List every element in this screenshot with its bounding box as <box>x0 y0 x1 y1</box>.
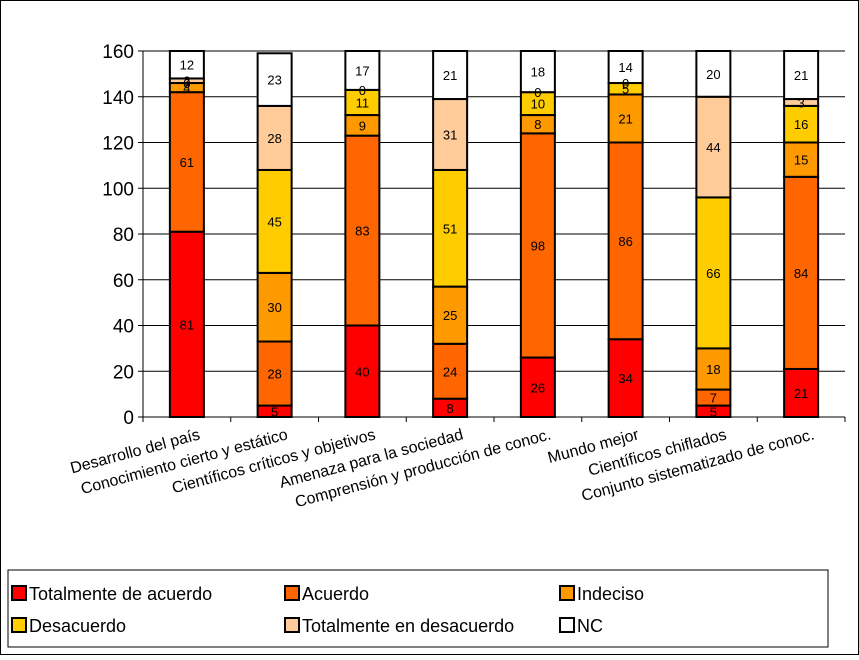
data-label: 15 <box>794 153 808 168</box>
data-label: 0 <box>534 85 541 100</box>
data-label: 8 <box>534 117 541 132</box>
data-label: 40 <box>355 364 369 379</box>
legend-label: Acuerdo <box>302 584 369 604</box>
data-label: 24 <box>443 364 457 379</box>
y-tick-label: 120 <box>102 134 134 155</box>
data-label: 18 <box>706 362 720 377</box>
bar-segment <box>168 230 205 418</box>
data-label: 44 <box>706 140 720 155</box>
data-label: 2 <box>183 74 190 89</box>
legend-label: NC <box>577 616 603 636</box>
bar-segment <box>168 50 205 80</box>
bar-segment <box>783 50 820 101</box>
y-tick-label: 40 <box>113 317 134 338</box>
y-tick-label: 100 <box>102 179 134 200</box>
bar-segment <box>519 132 556 359</box>
bar-segment <box>256 104 293 171</box>
data-label: 18 <box>531 65 545 80</box>
data-label: 21 <box>794 386 808 401</box>
legend-swatch <box>284 585 300 601</box>
bar-segment <box>432 285 469 345</box>
bar-segment <box>344 50 381 91</box>
legend-swatch <box>284 617 300 633</box>
data-label: 51 <box>443 221 457 236</box>
data-label: 61 <box>180 155 194 170</box>
data-label: 34 <box>618 371 632 386</box>
y-tick-label: 0 <box>123 408 134 429</box>
bar-segment <box>695 196 732 350</box>
bar-segment <box>695 50 732 98</box>
y-tick-label: 80 <box>113 225 134 246</box>
bar-segment <box>432 342 469 400</box>
y-tick-label: 160 <box>102 42 134 63</box>
data-label: 16 <box>794 117 808 132</box>
bar-segment <box>519 50 556 94</box>
bars <box>168 50 820 419</box>
data-label: 10 <box>531 97 545 112</box>
data-label: 21 <box>794 68 808 83</box>
data-label: 86 <box>618 234 632 249</box>
data-label: 5 <box>271 404 278 419</box>
data-label: 14 <box>618 60 632 75</box>
bar-segment <box>607 50 644 85</box>
data-label: 20 <box>706 67 720 82</box>
legend-swatch <box>559 585 575 601</box>
data-label: 25 <box>443 308 457 323</box>
data-label: 4 <box>183 81 190 96</box>
data-label: 30 <box>267 300 281 315</box>
legend-box <box>7 569 829 648</box>
legend: Totalmente de acuerdo Acuerdo Indeciso Desa… <box>7 569 829 648</box>
data-label: 26 <box>531 380 545 395</box>
data-label: 28 <box>267 367 281 382</box>
data-label: 17 <box>355 63 369 78</box>
bar-segment <box>256 52 293 107</box>
data-label: 28 <box>267 131 281 146</box>
bar-segment <box>607 141 644 341</box>
bar-segment <box>783 175 820 370</box>
y-tick-label: 20 <box>113 362 134 383</box>
data-label: 3 <box>798 95 805 110</box>
data-label: 5 <box>710 404 717 419</box>
data-label: 9 <box>359 118 366 133</box>
bar-segment <box>256 271 293 343</box>
legend-label: Desacuerdo <box>29 616 126 636</box>
bar-segment <box>695 347 732 391</box>
data-label: 7 <box>710 391 717 406</box>
bar-segment <box>168 91 205 233</box>
data-label: 11 <box>356 95 370 110</box>
data-label: 81 <box>180 317 194 332</box>
data-label: 66 <box>706 266 720 281</box>
data-label: 98 <box>531 238 545 253</box>
data-label: 83 <box>355 224 369 239</box>
bar-segment <box>519 356 556 418</box>
legend-label: Totalmente en desacuerdo <box>302 616 514 636</box>
y-tick-label: 60 <box>113 271 134 292</box>
bar-segment <box>783 141 820 178</box>
legend-swatch <box>11 585 27 601</box>
legend-swatch <box>559 617 575 633</box>
data-label: 31 <box>443 127 457 142</box>
legend-label: Indeciso <box>577 584 644 604</box>
data-label: 5 <box>622 82 629 97</box>
data-label: 8 <box>447 401 454 416</box>
data-label: 0 <box>359 83 366 98</box>
legend-label: Totalmente de acuerdo <box>29 584 212 604</box>
bar-segment <box>783 104 820 144</box>
legend-swatch <box>11 617 27 633</box>
data-labels: 8161402125283045282340839110178242551312… <box>180 58 809 420</box>
data-label: 84 <box>794 266 808 281</box>
bar-segment <box>695 95 732 199</box>
y-tick-label: 140 <box>102 88 134 109</box>
data-label: 45 <box>267 214 281 229</box>
bar-segment <box>256 168 293 274</box>
data-label: 12 <box>180 58 194 73</box>
data-label: 23 <box>267 73 281 88</box>
bar-segment <box>432 50 469 101</box>
data-label: 21 <box>443 68 457 83</box>
data-label: 0 <box>622 76 629 91</box>
data-label: 0 <box>183 76 190 91</box>
data-label: 21 <box>618 111 632 126</box>
